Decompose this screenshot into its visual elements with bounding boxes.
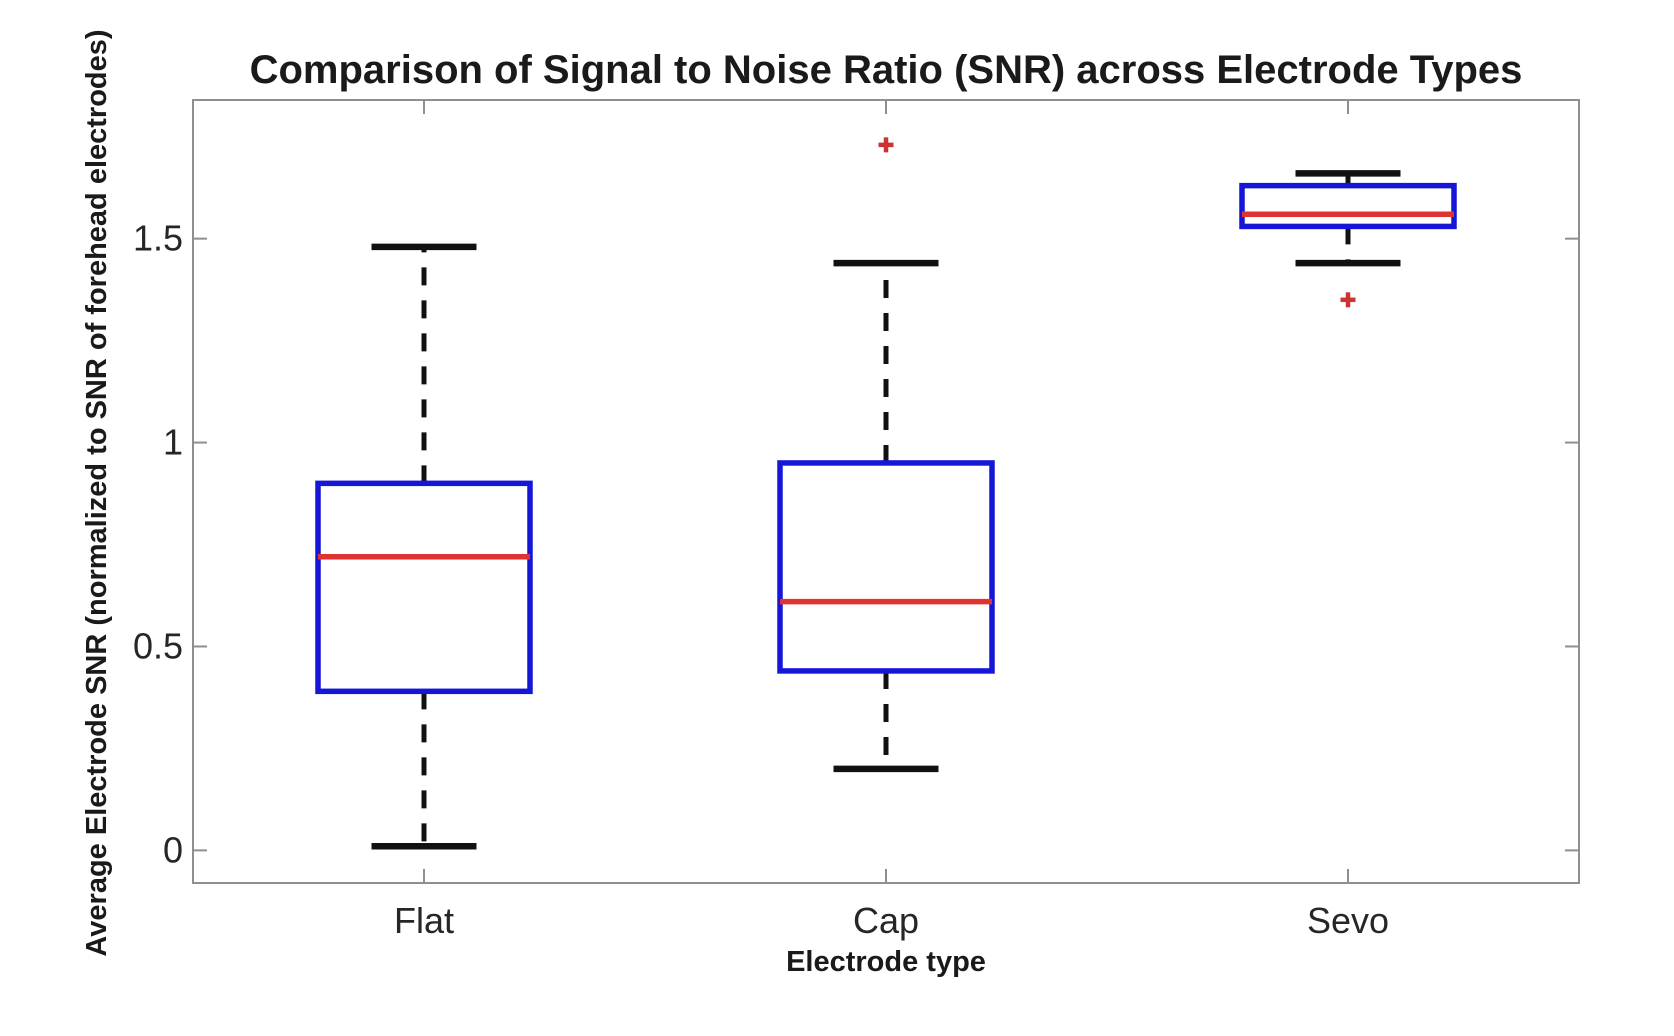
- y-tick-label: 0.5: [133, 625, 183, 666]
- chart-title: Comparison of Signal to Noise Ratio (SNR…: [249, 48, 1523, 92]
- x-axis-label: Electrode type: [786, 946, 986, 978]
- y-tick-label: 1.5: [133, 218, 183, 259]
- axes-box: [192, 99, 1580, 884]
- iqr-box: [1239, 182, 1457, 230]
- x-category-label: Cap: [853, 900, 919, 941]
- iqr-box: [315, 480, 533, 695]
- y-tick-label: 1: [163, 422, 183, 463]
- x-category-label: Flat: [394, 900, 454, 941]
- iqr-box: [777, 460, 995, 674]
- y-tick-label: 0: [163, 829, 183, 870]
- x-category-label: Sevo: [1307, 900, 1389, 941]
